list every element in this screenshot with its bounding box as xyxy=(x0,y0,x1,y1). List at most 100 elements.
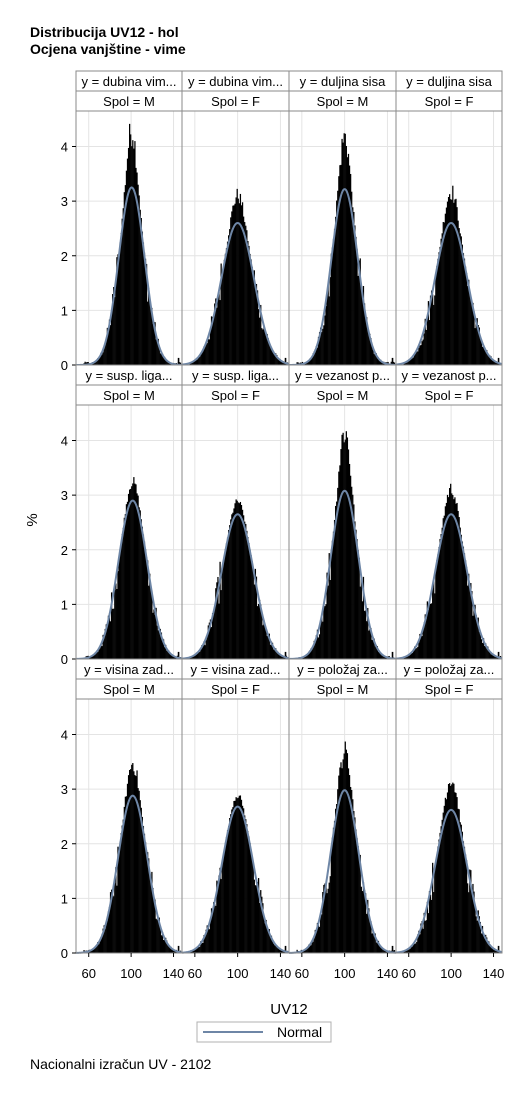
panel-trait-label: y = položaj za... xyxy=(297,662,388,677)
histogram-bar xyxy=(420,923,422,953)
histogram-bar xyxy=(121,534,123,659)
histogram-bar xyxy=(416,648,418,659)
histogram-bar xyxy=(335,808,337,953)
histogram-bar xyxy=(376,646,379,659)
histogram-bar xyxy=(250,259,252,365)
histogram-bar xyxy=(443,222,445,365)
histogram-bar xyxy=(89,656,92,659)
histogram-bar xyxy=(217,297,219,365)
histogram-bar xyxy=(318,926,321,953)
histogram-bar xyxy=(491,359,493,365)
histogram-bar xyxy=(442,518,444,659)
histogram-bar xyxy=(341,138,343,365)
histogram-bar xyxy=(215,905,217,953)
histogram-bar xyxy=(383,949,385,953)
histogram-bar xyxy=(226,537,229,659)
histogram-bar xyxy=(412,648,415,659)
histogram-bar xyxy=(239,501,242,659)
histogram-bar xyxy=(465,566,468,659)
histogram-bar xyxy=(226,830,229,953)
histogram-bar xyxy=(203,935,205,953)
histogram-bar xyxy=(281,361,283,365)
histogram-bar xyxy=(112,294,114,365)
histogram-bar xyxy=(236,500,238,659)
histogram-bar xyxy=(352,494,354,659)
histogram-bar xyxy=(179,362,182,365)
histogram-bar xyxy=(265,335,267,365)
histogram-bar xyxy=(177,945,180,953)
histogram-bar xyxy=(208,622,211,659)
histogram-bar xyxy=(332,827,335,953)
panel-trait-label: y = duljina sisa xyxy=(406,74,492,89)
histogram-bar xyxy=(460,534,462,659)
histogram-bar xyxy=(262,625,264,659)
panel-trait-label: y = vezanost p... xyxy=(295,368,390,383)
histogram-bar xyxy=(379,652,382,659)
histogram-bar xyxy=(435,860,437,953)
histogram-bar xyxy=(131,764,133,953)
histogram-bar xyxy=(306,654,308,659)
histogram-bar xyxy=(445,799,448,953)
histogram-bar xyxy=(452,782,454,953)
histogram-bar xyxy=(129,123,131,365)
histogram-bar xyxy=(241,805,244,953)
histogram-bar xyxy=(374,355,376,365)
histogram-bar xyxy=(121,218,123,365)
histogram-bar xyxy=(127,775,130,953)
histogram-bar xyxy=(360,289,362,365)
histogram-bar xyxy=(310,359,312,365)
histogram-bar xyxy=(451,493,453,659)
histogram-bar xyxy=(220,263,222,365)
histogram-bar xyxy=(108,907,111,953)
histogram-bar xyxy=(209,919,212,953)
histogram-bar xyxy=(455,792,457,953)
histogram-bar xyxy=(160,935,163,953)
histogram-bar xyxy=(464,854,467,953)
histogram-bar xyxy=(377,358,380,365)
histogram-bar xyxy=(252,272,254,365)
histogram-bar xyxy=(153,899,155,953)
histogram-bar xyxy=(275,648,277,659)
histogram-bar xyxy=(347,449,350,659)
histogram-bar xyxy=(217,887,219,953)
histogram-bar xyxy=(456,502,458,659)
histogram-bar xyxy=(223,849,225,953)
histogram-bar xyxy=(437,554,439,659)
histogram-bar xyxy=(404,362,406,365)
histogram-bar xyxy=(154,322,156,365)
histogram-bar xyxy=(486,646,488,659)
histogram-bar xyxy=(375,353,377,365)
histogram-bar xyxy=(496,362,498,365)
histogram-bar xyxy=(322,621,324,659)
histogram-bar xyxy=(138,507,140,659)
histogram-bar xyxy=(110,313,113,365)
histogram-bar xyxy=(119,841,121,953)
histogram-bar xyxy=(139,800,141,953)
histogram-bar xyxy=(337,789,339,953)
histogram-bar xyxy=(316,347,319,365)
histogram-bar xyxy=(369,629,371,659)
y-tick-label: 4 xyxy=(61,434,68,449)
histogram-bar xyxy=(339,165,341,365)
histogram-bar xyxy=(145,263,148,365)
histogram-bar xyxy=(102,928,104,953)
histogram-bar xyxy=(453,202,455,365)
histogram-bar xyxy=(199,946,201,953)
histogram-bar xyxy=(438,839,440,953)
histogram-bar xyxy=(412,357,415,365)
histogram-bar xyxy=(155,339,157,365)
histogram-bar xyxy=(487,353,489,365)
histogram-bar xyxy=(354,225,356,365)
histogram-bar xyxy=(208,929,211,953)
histogram-bar xyxy=(116,257,118,365)
histogram-bar xyxy=(361,891,364,953)
histogram-bar xyxy=(329,876,331,953)
histogram-bar xyxy=(315,635,318,659)
panel-sex-label: Spol = F xyxy=(425,682,474,697)
histogram-bar xyxy=(405,656,407,659)
histogram-bar xyxy=(161,353,164,365)
histogram-bar xyxy=(135,484,137,659)
x-tick-label: 140 xyxy=(377,966,399,981)
histogram-bar xyxy=(422,339,424,365)
